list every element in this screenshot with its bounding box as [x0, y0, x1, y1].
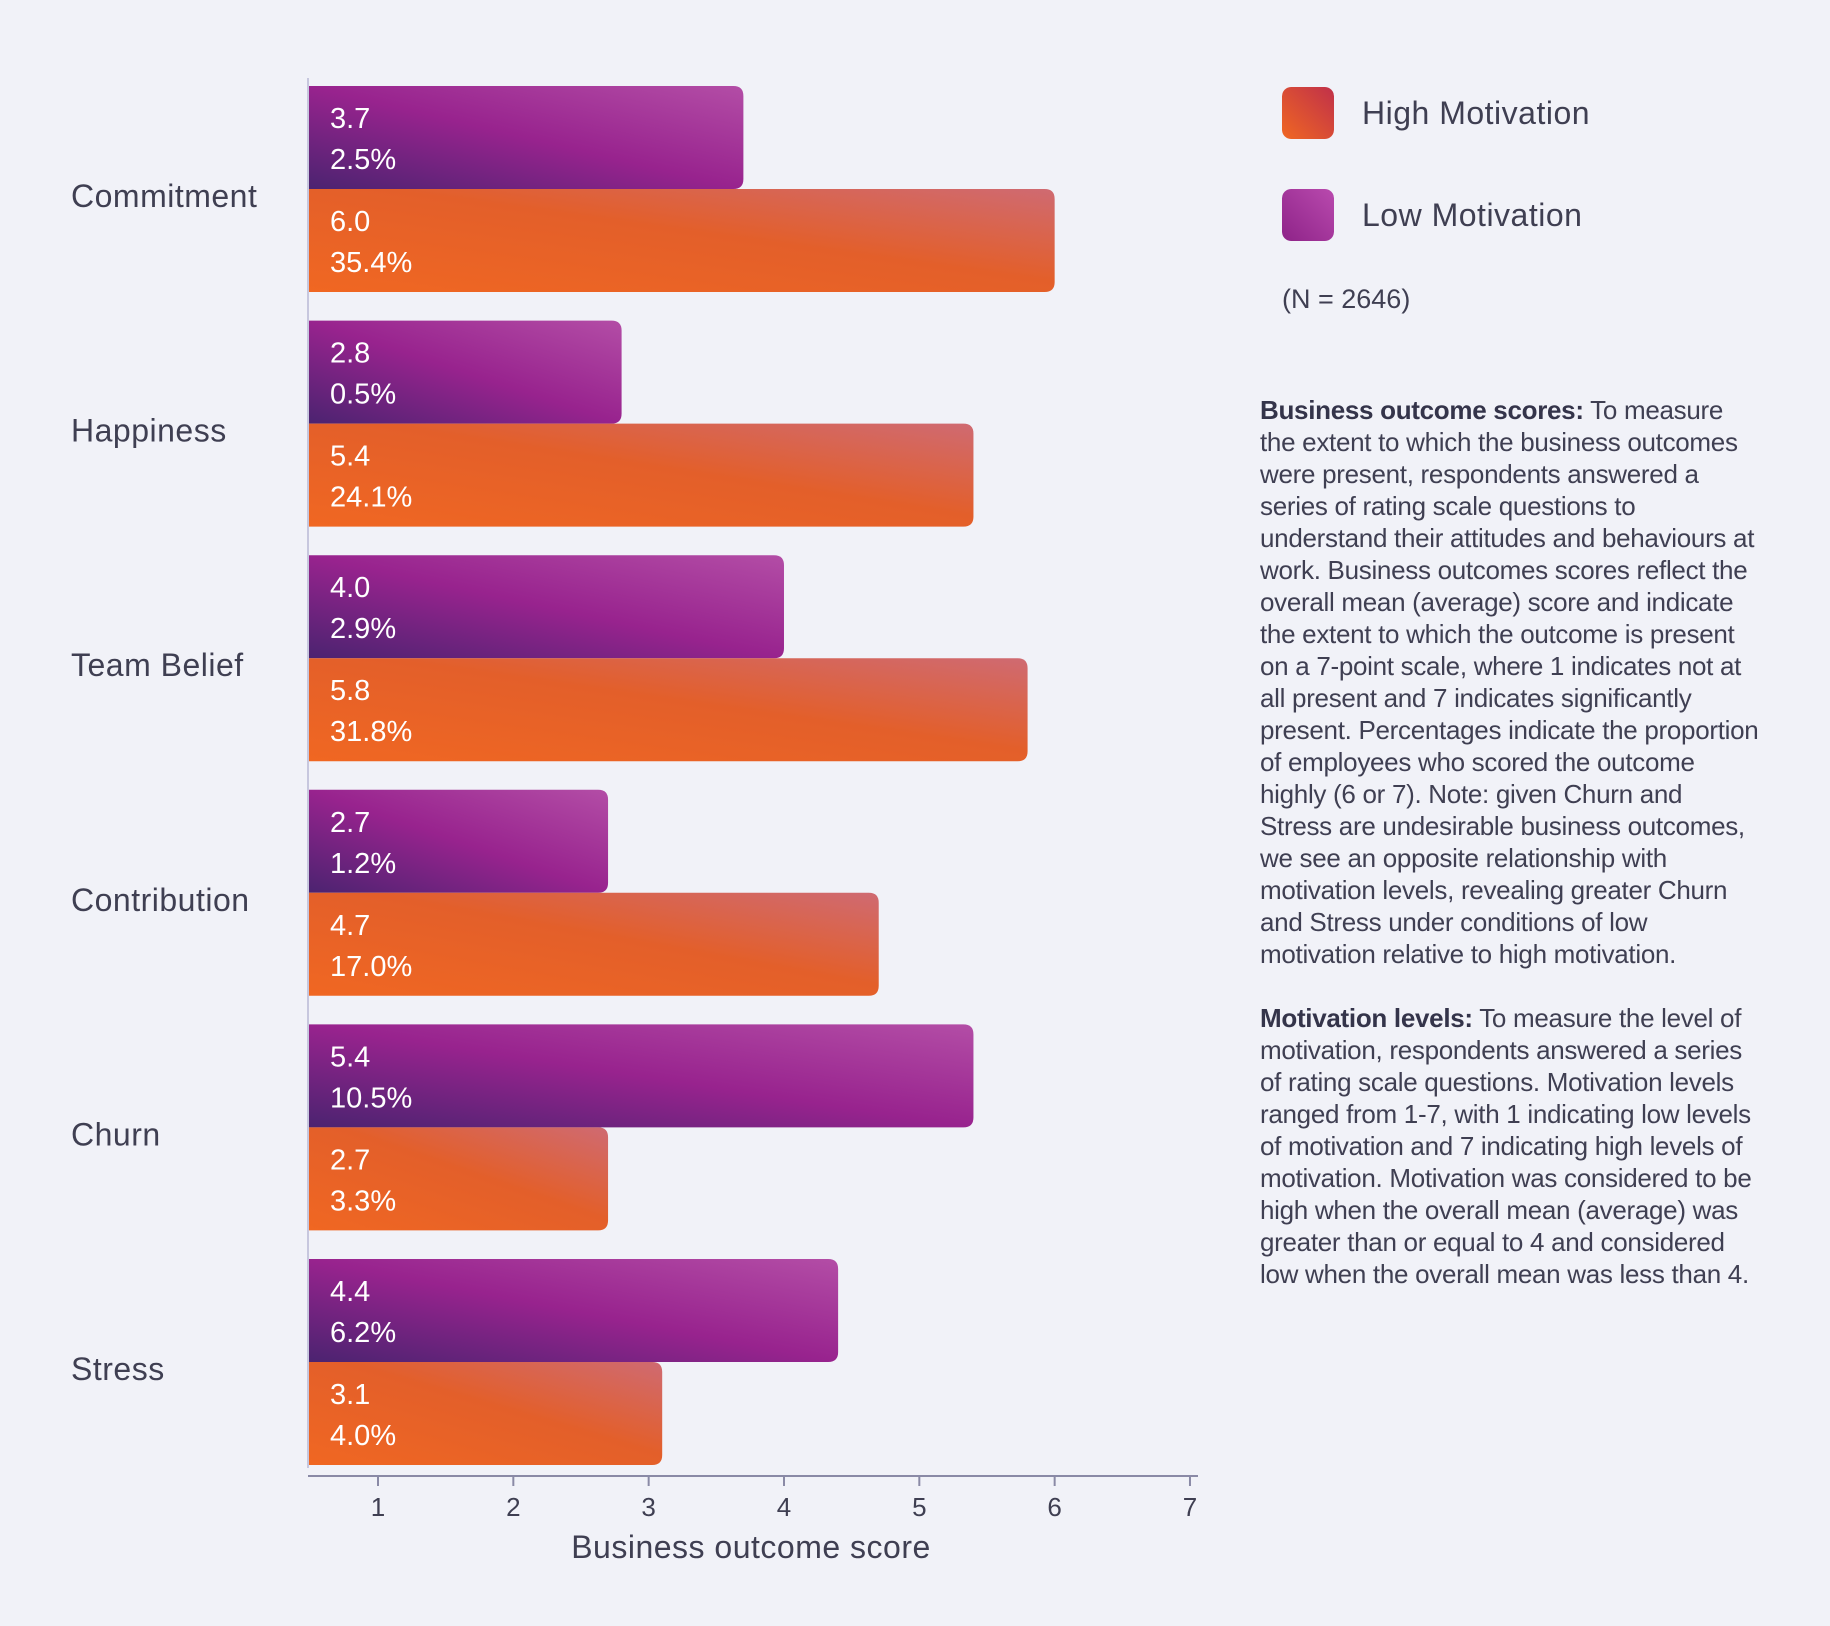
percent-label-team-belief-high-motivation: 31.8%	[330, 716, 412, 748]
outcome-scores-note: Business outcome scores: To measure the …	[1260, 394, 1760, 970]
percent-label-team-belief-low-motivation: 2.9%	[330, 613, 396, 645]
value-label-stress-high-motivation: 3.1	[330, 1379, 370, 1411]
legend: High Motivation Low Motivation	[1282, 86, 1590, 290]
sample-size-note: (N = 2646)	[1282, 284, 1411, 314]
bar-churn-low-motivation	[308, 1024, 974, 1128]
category-label-happiness: Happiness	[71, 413, 227, 449]
legend-label-high-motivation: High Motivation	[1362, 94, 1591, 131]
x-tick-label-4: 4	[777, 1492, 791, 1522]
value-label-contribution-high-motivation: 4.7	[330, 910, 370, 942]
value-label-churn-high-motivation: 2.7	[330, 1144, 370, 1176]
percent-label-contribution-low-motivation: 1.2%	[330, 848, 396, 880]
x-axis-title: Business outcome score	[571, 1529, 931, 1565]
motivation-levels-note: Motivation levels: To measure the level …	[1260, 1002, 1760, 1290]
percent-label-contribution-high-motivation: 17.0%	[330, 951, 412, 983]
legend-item-low-motivation: Low Motivation	[1282, 188, 1590, 242]
value-label-contribution-low-motivation: 2.7	[330, 807, 370, 839]
methodology-notes: Business outcome scores: To measure the …	[1260, 394, 1760, 1322]
category-label-churn: Churn	[71, 1116, 161, 1152]
bar-team-belief-high-motivation	[308, 658, 1028, 762]
percent-label-commitment-high-motivation: 35.4%	[330, 247, 412, 279]
percent-label-commitment-low-motivation: 2.5%	[330, 144, 396, 176]
bar-stress-high-motivation	[308, 1362, 663, 1465]
category-label-stress: Stress	[71, 1351, 165, 1387]
bar-contribution-low-motivation	[308, 789, 609, 893]
value-label-team-belief-low-motivation: 4.0	[330, 572, 370, 604]
value-label-commitment-high-motivation: 6.0	[330, 206, 370, 238]
percent-label-churn-low-motivation: 10.5%	[330, 1082, 412, 1114]
x-tick-label-3: 3	[641, 1492, 655, 1522]
x-tick-label-2: 2	[506, 1492, 520, 1522]
value-label-stress-low-motivation: 4.4	[330, 1276, 370, 1308]
value-label-happiness-high-motivation: 5.4	[330, 441, 370, 473]
bar-team-belief-low-motivation	[308, 555, 784, 659]
legend-item-high-motivation: High Motivation	[1282, 86, 1590, 140]
bar-happiness-low-motivation	[308, 320, 622, 424]
percent-label-churn-high-motivation: 3.3%	[330, 1185, 396, 1217]
percent-label-stress-high-motivation: 4.0%	[330, 1420, 396, 1452]
value-label-churn-low-motivation: 5.4	[330, 1041, 370, 1073]
percent-label-happiness-low-motivation: 0.5%	[330, 379, 396, 411]
value-label-happiness-low-motivation: 2.8	[330, 338, 370, 370]
category-label-contribution: Contribution	[71, 882, 250, 918]
bar-happiness-high-motivation	[308, 423, 974, 527]
x-tick-label-7: 7	[1183, 1492, 1197, 1522]
bars-layer	[308, 86, 1055, 1465]
legend-swatch-low-motivation	[1282, 189, 1334, 241]
bar-labels-layer: Commitment 3.7 2.5% 6.0 35.4% Happiness 2.8 0.5…	[71, 103, 412, 1452]
outcome-scores-text: To measure the extent to which the busin…	[1260, 395, 1759, 969]
percent-label-stress-low-motivation: 6.2%	[330, 1317, 396, 1349]
bar-churn-high-motivation	[308, 1127, 609, 1231]
bar-commitment-low-motivation	[308, 86, 744, 189]
value-label-commitment-low-motivation: 3.7	[330, 103, 370, 135]
bar-contribution-high-motivation	[308, 892, 879, 996]
outcome-scores-heading: Business outcome scores:	[1260, 395, 1584, 425]
percent-label-happiness-high-motivation: 24.1%	[330, 482, 412, 514]
motivation-levels-heading: Motivation levels:	[1260, 1003, 1473, 1033]
value-label-team-belief-high-motivation: 5.8	[330, 675, 370, 707]
bar-commitment-high-motivation	[308, 189, 1055, 292]
category-label-team-belief: Team Belief	[71, 647, 244, 683]
legend-label-low-motivation: Low Motivation	[1362, 196, 1583, 233]
bar-stress-low-motivation	[308, 1259, 839, 1362]
x-axis: 1 2 3 4 5 6 7	[307, 78, 1198, 1522]
x-tick-label-1: 1	[371, 1492, 385, 1522]
x-tick-label-6: 6	[1047, 1492, 1061, 1522]
legend-swatch-high-motivation	[1282, 87, 1334, 139]
category-label-commitment: Commitment	[71, 178, 257, 214]
x-tick-label-5: 5	[912, 1492, 926, 1522]
motivation-levels-text: To measure the level of motivation, resp…	[1260, 1003, 1752, 1289]
